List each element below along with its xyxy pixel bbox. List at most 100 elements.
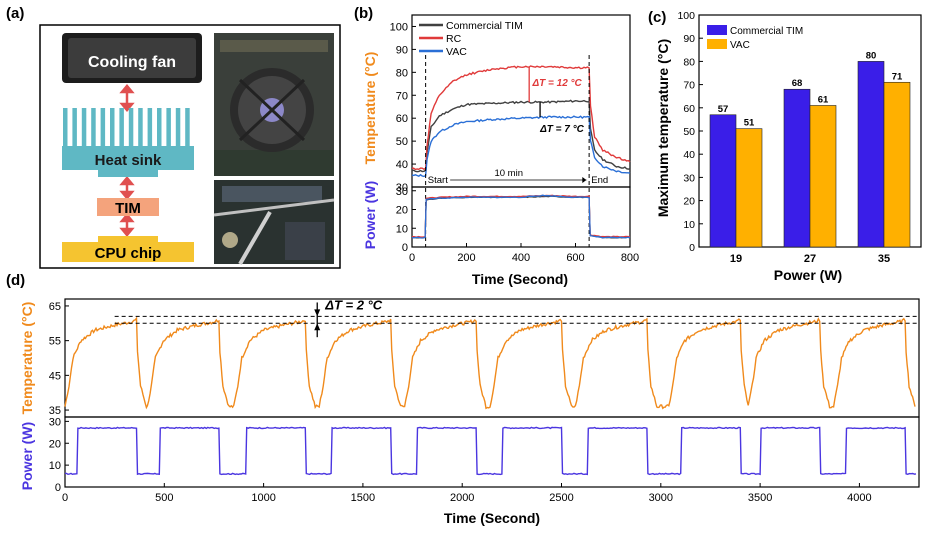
panel-d: (d) Temperature (°C) Power (W) Time (Sec… xyxy=(6,272,920,526)
d-power-xtick-label: 4000 xyxy=(847,492,871,504)
b-temp-ytick-label: 30 xyxy=(396,182,408,194)
b-temp-series-vac xyxy=(411,115,631,178)
cpu-chip-top xyxy=(98,236,158,242)
heat-sink-fin xyxy=(175,108,181,148)
b-power-ytick-label: 0 xyxy=(402,242,408,254)
c-bar-value-label: 57 xyxy=(718,104,729,115)
c-ytick-label: 70 xyxy=(683,80,695,92)
tim-layer xyxy=(97,198,159,216)
c-bar-value-label: 68 xyxy=(792,78,803,89)
photo-cpu-cooler xyxy=(214,33,334,176)
b-temp-ytick-label: 90 xyxy=(396,44,408,56)
arrows xyxy=(119,84,135,237)
panel-c: (c) Maximum temperature (°C) Power (W) 0… xyxy=(648,9,922,283)
c-ytick-label: 30 xyxy=(683,172,695,184)
panel-c-ylabel: Maximum temperature (°C) xyxy=(655,39,671,217)
c-ytick-label: 50 xyxy=(683,126,695,138)
c-ytick-label: 90 xyxy=(683,33,695,45)
photo-motherboard xyxy=(213,180,335,265)
d-temp-ytick-label: 45 xyxy=(49,370,61,382)
c-bar-value-label: 80 xyxy=(866,50,877,61)
legend-b-rc: RC xyxy=(446,33,462,45)
d-power-ytick-label: 30 xyxy=(49,416,61,428)
b-power-xtick-label: 600 xyxy=(566,252,584,264)
d-delta-label: ΔT = 2 °C xyxy=(324,297,383,312)
heat-sink-fin xyxy=(81,108,87,148)
b-temp-ytick-label: 40 xyxy=(396,159,408,171)
cpu-chip xyxy=(62,242,194,262)
c-bar-vac xyxy=(883,81,911,248)
b-temp-ytick-label: 60 xyxy=(396,113,408,125)
panel-c-legend: Commercial TIM VAC xyxy=(707,25,803,51)
panel-b: (b) Temperature (°C) Power (W) Time (Sec… xyxy=(354,5,639,287)
panel-b-xlabel: Time (Second) xyxy=(472,271,568,287)
c-bar-vac xyxy=(735,128,763,248)
heat-sink-fin xyxy=(100,108,106,148)
d-power-ytick-label: 0 xyxy=(55,482,61,494)
panel-c-xlabel: Power (W) xyxy=(774,267,842,283)
d-temp-series xyxy=(64,316,916,410)
d-power-xtick-label: 3000 xyxy=(649,492,673,504)
c-xtick-label: 19 xyxy=(730,253,742,265)
c-xtick-label: 35 xyxy=(878,253,890,265)
heat-sink-fin xyxy=(63,108,68,148)
heat-sink-fin xyxy=(128,108,134,148)
b-duration-label: 10 min xyxy=(494,168,523,179)
d-temp-ytick-label: 55 xyxy=(49,336,61,348)
panel-c-label: (c) xyxy=(648,9,666,26)
panel-d-power-ylabel: Power (W) xyxy=(19,422,35,490)
b-power-series-vac xyxy=(411,194,631,239)
panel-d-xlabel: Time (Second) xyxy=(444,510,540,526)
c-xtick-label: 27 xyxy=(804,253,816,265)
heat-sink-label: Heat sink xyxy=(95,152,162,169)
b-power-xtick-label: 0 xyxy=(409,252,415,264)
b-temp-series-commercial-tim xyxy=(411,99,631,173)
d-power-xtick-label: 1500 xyxy=(351,492,375,504)
b-power-xtick-label: 400 xyxy=(512,252,530,264)
c-ytick-label: 0 xyxy=(689,242,695,254)
b-power-ytick-label: 10 xyxy=(396,223,408,235)
b-start-label: Start xyxy=(428,175,448,186)
d-power-ytick-label: 10 xyxy=(49,460,61,472)
heat-sink-fin xyxy=(185,108,190,148)
c-bar-vac xyxy=(809,105,837,248)
panel-d-label: (d) xyxy=(6,272,25,289)
d-temp-ytick-label: 65 xyxy=(49,301,61,313)
panel-b-label: (b) xyxy=(354,5,373,22)
cpu-chip-label: CPU chip xyxy=(95,245,162,262)
heat-sink-fin xyxy=(91,108,96,148)
b-power-xtick-label: 800 xyxy=(621,252,639,264)
d-temp-ytick-label: 35 xyxy=(49,405,61,417)
b-power-ytick-label: 20 xyxy=(396,205,408,217)
panel-b-temp-ylabel: Temperature (°C) xyxy=(362,52,378,165)
c-ytick-label: 20 xyxy=(683,196,695,208)
c-ytick-label: 100 xyxy=(677,10,695,22)
d-power-xtick-label: 2000 xyxy=(450,492,474,504)
panel-a-label: (a) xyxy=(6,5,24,22)
c-ytick-label: 10 xyxy=(683,219,695,231)
heat-sink-fin xyxy=(119,108,124,148)
heat-sink-fin xyxy=(166,108,171,148)
c-bar-commercial-tim xyxy=(709,114,737,248)
tim-label: TIM xyxy=(115,200,141,217)
d-power-ytick-label: 20 xyxy=(49,438,61,450)
legend-b-commercial-tim: Commercial TIM xyxy=(446,20,523,32)
heat-sink-fin xyxy=(138,108,143,148)
d-power-xtick-label: 3500 xyxy=(748,492,772,504)
b-power-series-commercial-tim xyxy=(411,195,631,239)
d-power-xtick-label: 1000 xyxy=(251,492,275,504)
c-ytick-label: 80 xyxy=(683,56,695,68)
panel-b-power-ylabel: Power (W) xyxy=(362,181,378,249)
panel-b-legend: Commercial TIM RC VAC xyxy=(419,20,523,58)
c-ytick-label: 40 xyxy=(683,149,695,161)
c-ytick-label: 60 xyxy=(683,103,695,115)
b-temp-ytick-label: 80 xyxy=(396,67,408,79)
b-delta12-label: ΔT = 12 °C xyxy=(531,78,582,89)
b-temp-series-rc xyxy=(411,65,631,171)
d-power-series xyxy=(65,426,917,476)
heat-sink-fin xyxy=(147,108,153,148)
panel-d-temp-ylabel: Temperature (°C) xyxy=(19,302,35,415)
b-duration-arrowhead xyxy=(582,177,587,183)
c-bar-commercial-tim xyxy=(857,61,885,248)
